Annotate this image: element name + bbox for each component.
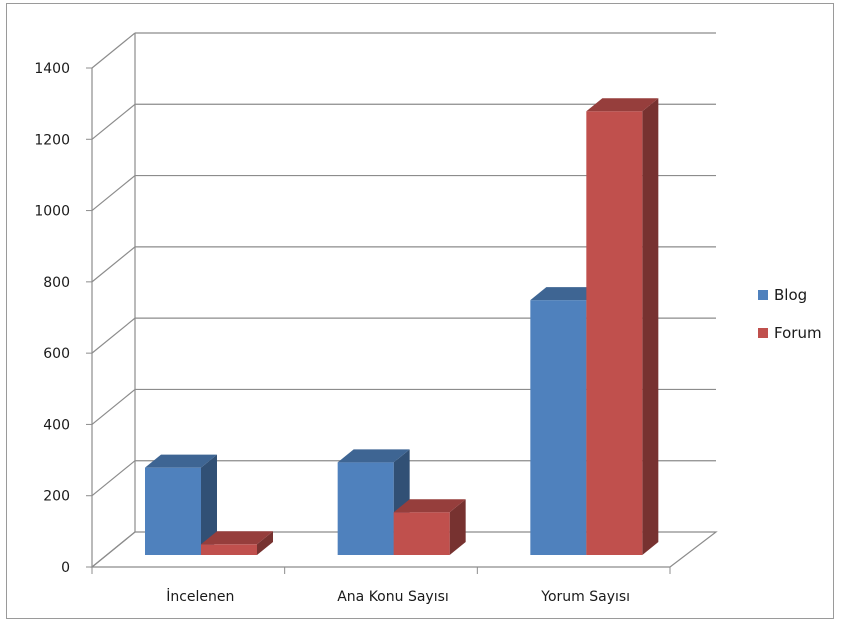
gridline-diag: [91, 246, 136, 283]
gridline-diag: [91, 388, 136, 425]
legend-label-forum: Forum: [774, 324, 822, 342]
bar-side: [449, 499, 466, 555]
x-tick-label: İncelenen: [166, 587, 234, 605]
bar-top: [393, 499, 466, 513]
bar-front: [201, 544, 257, 555]
legend-swatch-forum: [758, 328, 768, 338]
gridline-diag: [91, 103, 136, 140]
bar-forum-1: [201, 531, 273, 555]
bar-front: [337, 462, 394, 555]
y-tick-label: 1000: [34, 204, 70, 220]
y-tick-label: 400: [43, 417, 70, 433]
bar-front: [145, 467, 201, 555]
bar-blog-1: [145, 454, 217, 555]
axis-labels: 0 200 400 600 800 1000 1200 1400 İncelenen Ana Ko…: [34, 61, 630, 605]
bar-front: [586, 111, 643, 555]
bar-top: [530, 287, 603, 301]
bar-top: [586, 98, 659, 112]
axes: [86, 33, 718, 574]
bar-top: [337, 449, 410, 463]
gridline-diag: [91, 460, 136, 497]
bar-forum-2: [393, 499, 466, 555]
y-tick-label: 800: [43, 275, 70, 291]
gridline-diag: [91, 317, 136, 354]
bar-front: [530, 300, 587, 555]
y-tick-label: 0: [61, 560, 70, 576]
bars: [145, 98, 659, 555]
bar-front: [393, 512, 450, 555]
x-tick-label: Yorum Sayısı: [540, 589, 630, 605]
bar-side: [642, 98, 659, 555]
x-tick-label: Ana Konu Sayısı: [337, 589, 449, 605]
y-tick-label: 200: [43, 489, 70, 505]
bar-blog-2: [337, 449, 410, 555]
y-tick-label: 600: [43, 346, 70, 362]
gridline-diag: [91, 175, 136, 212]
y-tick-label: 1400: [34, 61, 70, 77]
bar-top: [201, 531, 273, 545]
gridline-diag: [91, 32, 136, 69]
bar-side: [257, 531, 273, 555]
y-tick-label: 1200: [34, 132, 70, 148]
legend: Blog Forum: [758, 286, 822, 342]
bar-forum-3: [586, 98, 659, 555]
bar-top: [145, 454, 217, 468]
legend-swatch-blog: [758, 290, 768, 300]
legend-label-blog: Blog: [774, 286, 807, 304]
bar-side: [201, 454, 217, 555]
